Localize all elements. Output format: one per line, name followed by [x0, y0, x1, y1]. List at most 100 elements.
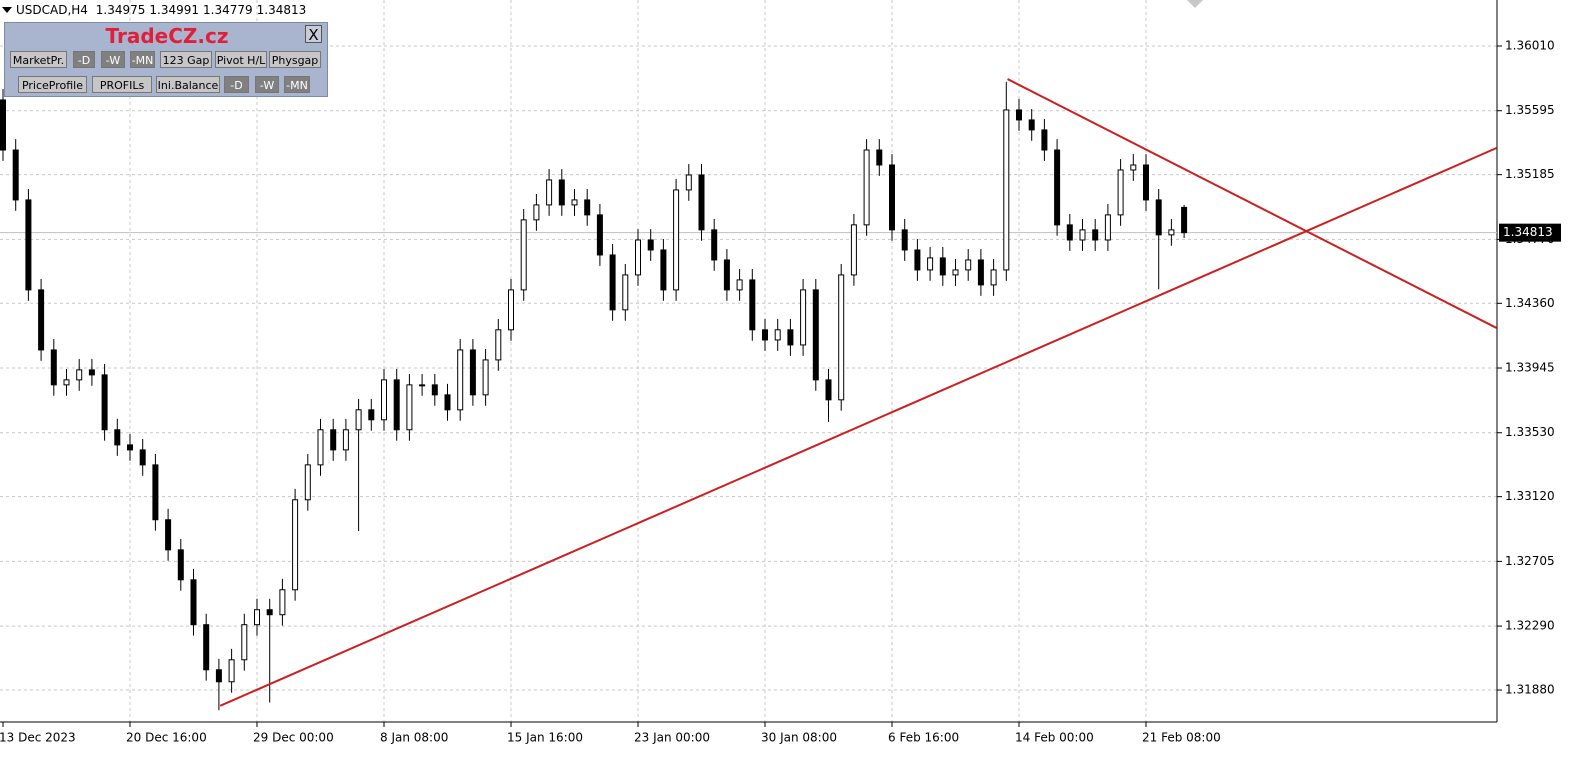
candle-body — [0, 99, 6, 151]
scroll-marker — [1187, 0, 1203, 8]
candle-body — [850, 224, 857, 276]
button[interactable]: 123 Gap — [160, 51, 212, 68]
y-tick-label: 1.32705 — [1505, 554, 1555, 568]
candle-body — [38, 289, 45, 351]
button[interactable]: -D — [224, 76, 249, 93]
candle-body — [990, 269, 997, 286]
candle-body — [1181, 206, 1188, 234]
candle-body — [698, 174, 705, 231]
candle-body — [774, 329, 781, 341]
close-price: 1.34813 — [256, 3, 307, 17]
button[interactable]: -W — [255, 76, 279, 93]
candle-body — [12, 149, 19, 201]
candle-body — [1003, 109, 1010, 271]
candle-body — [533, 204, 540, 221]
candle-body — [444, 394, 451, 411]
candle-body — [393, 379, 400, 431]
candle-body — [1143, 164, 1149, 201]
button[interactable]: -W — [101, 51, 125, 68]
candle-body — [469, 349, 476, 396]
candle-body — [901, 229, 908, 251]
candle-body — [584, 199, 591, 216]
candle-body — [812, 289, 819, 381]
button[interactable]: Physgap — [269, 51, 321, 68]
candle-body — [965, 259, 972, 271]
candle-body — [241, 624, 248, 661]
button[interactable]: Pivot H/L — [215, 51, 267, 68]
candle-body — [279, 589, 286, 616]
candle-body — [495, 329, 502, 361]
candle-body — [673, 189, 680, 291]
x-tick-label: 13 Dec 2023 — [0, 731, 76, 745]
candle-body — [342, 429, 349, 451]
low-price: 1.34779 — [203, 3, 253, 17]
x-tick-label: 8 Jan 08:00 — [380, 731, 448, 745]
x-tick-label: 20 Dec 16:00 — [126, 731, 207, 745]
candle-body — [431, 384, 438, 396]
tool-panel: TradeCZ.cz X MarketPr. -D -W -MN 123 Gap… — [4, 22, 328, 97]
x-tick-label: 6 Feb 16:00 — [888, 731, 959, 745]
candle-body — [1066, 224, 1073, 241]
candle-body — [63, 379, 70, 386]
candle-body — [1092, 229, 1099, 241]
button[interactable]: PriceProfile — [18, 76, 87, 93]
candle-body — [863, 149, 870, 226]
candle-body — [952, 269, 959, 276]
candle-body — [114, 429, 121, 446]
price-tag-label: 1.34813 — [1503, 225, 1553, 239]
symbol: USDCAD,H4 — [16, 3, 88, 17]
candle-body — [1054, 149, 1061, 226]
candle-body — [406, 384, 413, 431]
candle-body — [228, 659, 235, 683]
x-tick-label: 23 Jan 00:00 — [634, 731, 710, 745]
candle-body — [177, 549, 184, 581]
candle-body — [800, 289, 807, 346]
candle-body — [355, 409, 362, 431]
button[interactable]: -MN — [284, 76, 310, 93]
symbol-header: USDCAD,H4 1.34975 1.34991 1.34779 1.34813 — [0, 2, 310, 18]
candle-body — [88, 369, 95, 376]
button[interactable]: -D — [73, 51, 95, 68]
button[interactable]: PROFILs — [92, 76, 152, 93]
candle-body — [1168, 229, 1175, 236]
x-tick-label: 14 Feb 00:00 — [1015, 731, 1094, 745]
candle-body — [685, 174, 692, 191]
trend-line — [219, 147, 1497, 707]
candle-body — [25, 199, 32, 291]
candle-body — [381, 379, 387, 421]
candle-body — [1117, 169, 1124, 216]
candle-body — [266, 609, 273, 616]
candle-body — [254, 609, 260, 626]
candle-body — [635, 239, 641, 276]
candle-body — [571, 199, 578, 206]
x-tick-label: 21 Feb 08:00 — [1142, 731, 1221, 745]
candle-body — [838, 274, 845, 401]
candle-body — [190, 579, 197, 626]
button[interactable]: MarketPr. — [10, 51, 67, 68]
close-button[interactable]: X — [305, 25, 322, 44]
candle-body — [749, 279, 756, 331]
price-tag — [1499, 223, 1561, 242]
open-price: 1.34975 — [95, 3, 146, 17]
candle-body — [165, 519, 172, 551]
candle-body — [1079, 229, 1086, 241]
candle-body — [50, 349, 57, 386]
candle-body — [939, 257, 946, 276]
candle-body — [736, 279, 743, 291]
button[interactable]: Ini.Balance — [156, 76, 220, 93]
y-tick-label: 1.31880 — [1505, 683, 1555, 697]
button[interactable]: -MN — [130, 51, 155, 68]
candle-body — [139, 449, 146, 466]
y-tick-label: 1.33945 — [1505, 361, 1555, 375]
y-tick-label: 1.33530 — [1505, 425, 1555, 439]
candle-body — [787, 329, 794, 346]
candle-body — [304, 464, 311, 501]
y-tick-label: 1.35185 — [1505, 167, 1555, 181]
candle-body — [127, 444, 133, 451]
candle-body — [330, 429, 337, 451]
candle-body — [546, 179, 553, 206]
x-tick-label: 15 Jan 16:00 — [507, 731, 583, 745]
candle-body — [1028, 119, 1035, 131]
candle-body — [558, 179, 565, 206]
